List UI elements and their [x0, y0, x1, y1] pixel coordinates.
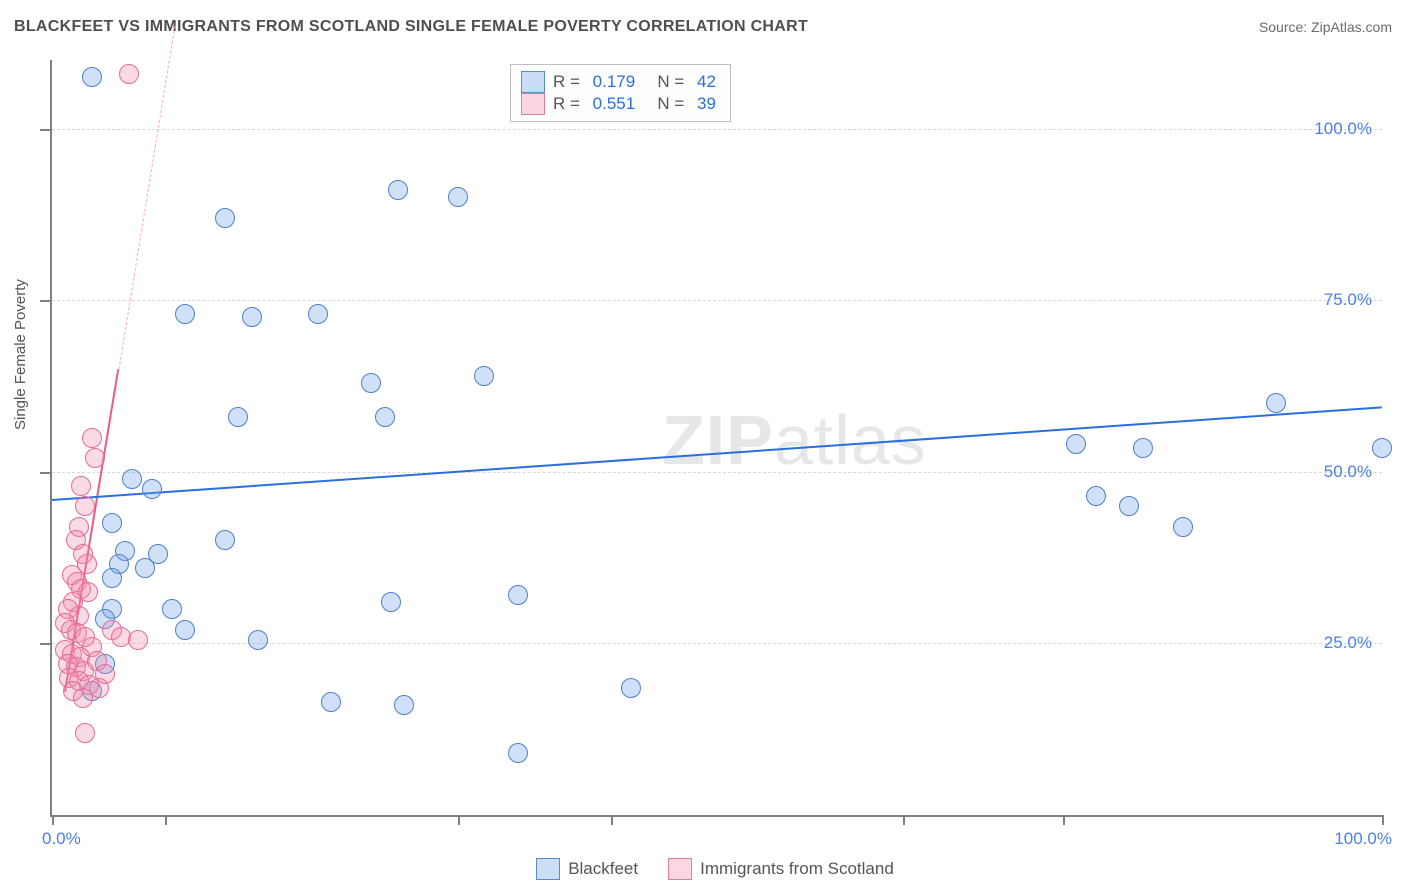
data-point: [175, 620, 195, 640]
legend-row: R = 0.551 N = 39: [521, 93, 716, 115]
gridline: [52, 472, 1382, 473]
legend-swatch: [536, 858, 560, 880]
data-point: [508, 585, 528, 605]
data-point: [162, 599, 182, 619]
data-point: [85, 448, 105, 468]
x-tick-label: 0.0%: [42, 829, 81, 849]
y-tick: [40, 472, 52, 474]
trend-line: [52, 407, 1382, 502]
data-point: [621, 678, 641, 698]
data-point: [142, 479, 162, 499]
legend-item: Blackfeet: [536, 858, 638, 880]
gridline: [52, 129, 1382, 130]
data-point: [375, 407, 395, 427]
legend-label: Blackfeet: [568, 859, 638, 879]
legend-r-value: 0.179: [593, 72, 636, 92]
y-tick-label: 75.0%: [1324, 290, 1372, 310]
data-point: [215, 530, 235, 550]
y-tick-label: 50.0%: [1324, 462, 1372, 482]
data-point: [102, 568, 122, 588]
legend-label: Immigrants from Scotland: [700, 859, 894, 879]
legend-n-value: 42: [697, 72, 716, 92]
x-tick: [1382, 815, 1384, 825]
data-point: [71, 476, 91, 496]
data-point: [228, 407, 248, 427]
data-point: [82, 428, 102, 448]
legend-item: Immigrants from Scotland: [668, 858, 894, 880]
y-axis-title: Single Female Poverty: [12, 279, 29, 430]
scatter-plot: ZIPatlas 25.0%50.0%75.0%100.0%0.0%100.0%: [50, 60, 1382, 817]
y-tick: [40, 643, 52, 645]
chart-title: BLACKFEET VS IMMIGRANTS FROM SCOTLAND SI…: [14, 18, 808, 36]
data-point: [388, 180, 408, 200]
x-tick: [165, 815, 167, 825]
legend-r-value: 0.551: [593, 94, 636, 114]
data-point: [1119, 496, 1139, 516]
data-point: [82, 67, 102, 87]
chart-header: BLACKFEET VS IMMIGRANTS FROM SCOTLAND SI…: [14, 18, 1392, 36]
data-point: [1372, 438, 1392, 458]
data-point: [248, 630, 268, 650]
data-point: [89, 678, 109, 698]
legend-row: R = 0.179 N = 42: [521, 71, 716, 93]
legend-swatch: [521, 71, 545, 93]
data-point: [1066, 434, 1086, 454]
y-tick-label: 100.0%: [1314, 119, 1372, 139]
x-tick: [1063, 815, 1065, 825]
data-point: [308, 304, 328, 324]
data-point: [135, 558, 155, 578]
data-point: [394, 695, 414, 715]
data-point: [119, 64, 139, 84]
data-point: [215, 208, 235, 228]
data-point: [474, 366, 494, 386]
data-point: [1266, 393, 1286, 413]
legend-swatch: [668, 858, 692, 880]
data-point: [75, 723, 95, 743]
correlation-legend: R = 0.179 N = 42R = 0.551 N = 39: [510, 64, 731, 122]
data-point: [381, 592, 401, 612]
data-point: [1133, 438, 1153, 458]
legend-n-label: N =: [643, 72, 689, 92]
legend-r-label: R =: [553, 94, 585, 114]
data-point: [242, 307, 262, 327]
data-point: [128, 630, 148, 650]
data-point: [75, 496, 95, 516]
x-tick: [52, 815, 54, 825]
legend-n-label: N =: [643, 94, 689, 114]
data-point: [175, 304, 195, 324]
x-tick: [611, 815, 613, 825]
x-tick: [903, 815, 905, 825]
gridline: [52, 300, 1382, 301]
legend-n-value: 39: [697, 94, 716, 114]
x-tick: [458, 815, 460, 825]
x-tick-label: 100.0%: [1334, 829, 1392, 849]
data-point: [448, 187, 468, 207]
data-point: [321, 692, 341, 712]
y-tick-label: 25.0%: [1324, 633, 1372, 653]
data-point: [1086, 486, 1106, 506]
data-point: [1173, 517, 1193, 537]
data-point: [361, 373, 381, 393]
series-legend: Blackfeet Immigrants from Scotland: [50, 858, 1380, 880]
data-point: [122, 469, 142, 489]
legend-r-label: R =: [553, 72, 585, 92]
legend-swatch: [521, 93, 545, 115]
data-point: [508, 743, 528, 763]
chart-source: Source: ZipAtlas.com: [1259, 19, 1392, 35]
y-tick: [40, 300, 52, 302]
y-tick: [40, 129, 52, 131]
data-point: [102, 513, 122, 533]
